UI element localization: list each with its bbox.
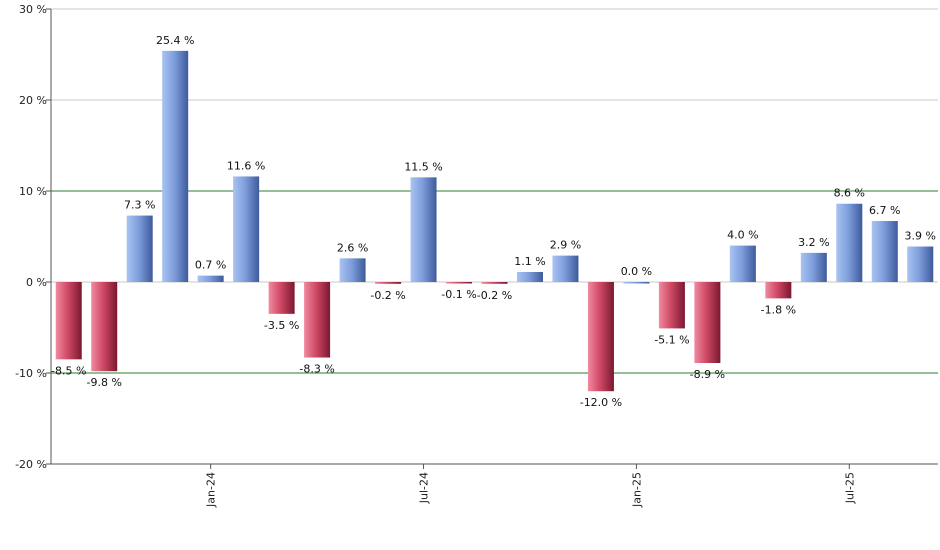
axis-layer: -20 % -10 % 0 % 10 % 20 % 30 % Jan-24 Jul-24 Jan… xyxy=(15,3,938,508)
bar xyxy=(907,246,934,282)
y-tick-label: 20 % xyxy=(19,94,47,107)
bar xyxy=(729,245,756,282)
bar-value-label: 25.4 % xyxy=(156,34,194,47)
bar xyxy=(871,221,898,282)
bar xyxy=(765,282,792,299)
bar-value-label: 1.1 % xyxy=(514,255,545,268)
bar xyxy=(162,50,189,282)
y-tick-label: 10 % xyxy=(19,185,47,198)
x-tick-label: Jan-25 xyxy=(630,472,643,508)
bar xyxy=(304,282,331,358)
bar xyxy=(481,282,508,284)
y-tick-label: -20 % xyxy=(15,458,47,471)
bar xyxy=(623,282,650,284)
bar xyxy=(800,252,827,282)
bar xyxy=(91,282,118,372)
bar-value-label: 3.9 % xyxy=(905,230,936,243)
x-tick-label: Jan-24 xyxy=(205,472,218,508)
bar-value-label: 11.5 % xyxy=(404,160,442,173)
bar-value-label: -8.9 % xyxy=(690,368,725,381)
bar xyxy=(836,203,863,282)
bar-value-label: 4.0 % xyxy=(727,229,758,242)
y-tick-label: 30 % xyxy=(19,3,47,16)
bar xyxy=(587,282,614,392)
bar xyxy=(552,255,579,282)
bar xyxy=(375,282,402,284)
bars-layer: -8.5 %-9.8 % 7.3 % 25.4 % 0.7 % 11.6 % -3.5 %… xyxy=(51,34,936,409)
bar xyxy=(55,282,82,360)
bar-value-label: -0.2 % xyxy=(370,289,405,302)
bar-value-label: 0.0 % xyxy=(621,265,652,278)
bar-value-label: 3.2 % xyxy=(798,236,829,249)
bar-value-label: 0.7 % xyxy=(195,259,226,272)
bar-value-label: -3.5 % xyxy=(264,319,299,332)
bar xyxy=(233,176,260,282)
bar-value-label: -1.8 % xyxy=(761,303,796,316)
bar-value-label: 2.6 % xyxy=(337,241,368,254)
bar xyxy=(410,177,437,282)
x-tick-label: Jul-24 xyxy=(418,472,431,504)
bar-value-label: -8.5 % xyxy=(51,364,86,377)
bar-value-label: -8.3 % xyxy=(299,363,334,376)
bar-value-label: -0.1 % xyxy=(441,288,476,301)
bar-value-label: -12.0 % xyxy=(580,396,622,409)
bar-value-label: 2.9 % xyxy=(550,239,581,252)
bar-value-label: 6.7 % xyxy=(869,204,900,217)
bar xyxy=(516,271,543,282)
y-tick-label: -10 % xyxy=(15,367,47,380)
bar-value-label: -9.8 % xyxy=(87,376,122,389)
bar xyxy=(446,282,473,284)
bar xyxy=(339,258,366,282)
bar-value-label: -5.1 % xyxy=(654,333,689,346)
x-tick-label: Jul-25 xyxy=(843,472,856,504)
bar-value-label: -0.2 % xyxy=(477,289,512,302)
bar-value-label: 11.6 % xyxy=(227,159,265,172)
bar xyxy=(197,275,224,282)
bar xyxy=(268,282,295,314)
y-tick-label: 0 % xyxy=(26,276,47,289)
bar xyxy=(658,282,685,329)
bar xyxy=(694,282,721,363)
bar xyxy=(126,215,153,282)
bar-value-label: 7.3 % xyxy=(124,199,155,212)
bar-value-label: 8.6 % xyxy=(834,187,865,200)
